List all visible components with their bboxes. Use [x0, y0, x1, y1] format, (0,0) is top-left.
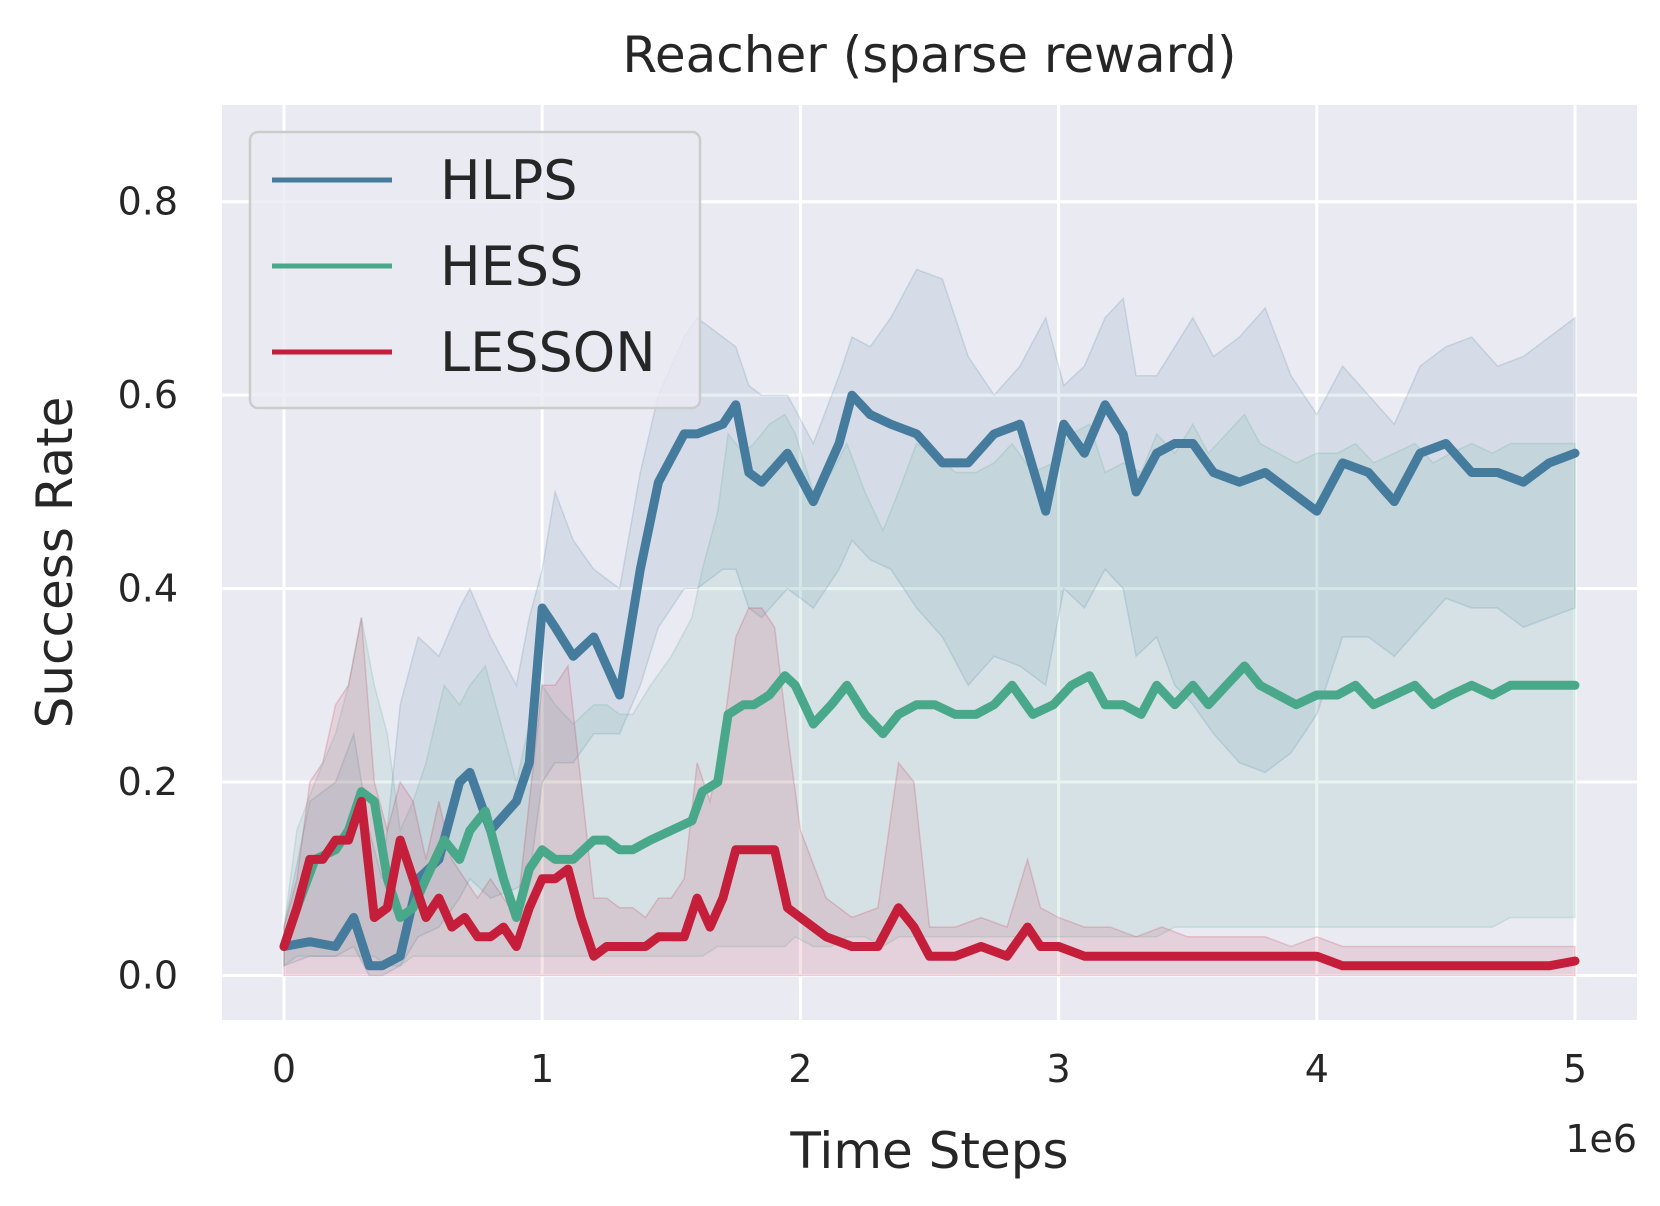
- hess-band: [283, 413, 1576, 968]
- y-tick-label-0: 0.0: [118, 954, 178, 998]
- y-tick-label-4: 0.8: [118, 180, 178, 224]
- lesson-line: [279, 796, 1580, 971]
- x-tick-label-2: 2: [788, 1047, 812, 1091]
- x-tick-label-1: 1: [530, 1047, 554, 1091]
- confidence-bands: [283, 268, 1576, 977]
- x-axis-offset-label: 1e6: [1565, 1117, 1637, 1161]
- x-tick-label-5: 5: [1563, 1047, 1587, 1091]
- x-tick-label-4: 4: [1305, 1047, 1329, 1091]
- legend: HLPS HESS LESSON: [248, 130, 702, 410]
- y-ticks: 0.0 0.2 0.4 0.6 0.8: [118, 180, 178, 998]
- legend-label-lesson: LESSON: [440, 321, 656, 384]
- hlps-line: [279, 390, 1580, 971]
- legend-label-hess: HESS: [440, 235, 583, 298]
- y-tick-label-3: 0.6: [118, 373, 178, 417]
- legend-box: [248, 130, 702, 410]
- y-tick-label-1: 0.2: [118, 760, 178, 804]
- y-axis-label: Success Rate: [26, 397, 84, 729]
- x-tick-label-3: 3: [1047, 1047, 1071, 1091]
- lesson-band: [283, 607, 1576, 977]
- series-lines: [279, 390, 1580, 971]
- chart-title: Reacher (sparse reward): [622, 26, 1236, 84]
- y-tick-label-2: 0.4: [118, 567, 178, 611]
- x-axis-label: Time Steps: [789, 1122, 1068, 1180]
- hess-line: [279, 661, 1580, 951]
- legend-label-hlps: HLPS: [440, 149, 578, 212]
- x-tick-label-0: 0: [272, 1047, 296, 1091]
- x-ticks: 0 1 2 3 4 5: [272, 1047, 1587, 1091]
